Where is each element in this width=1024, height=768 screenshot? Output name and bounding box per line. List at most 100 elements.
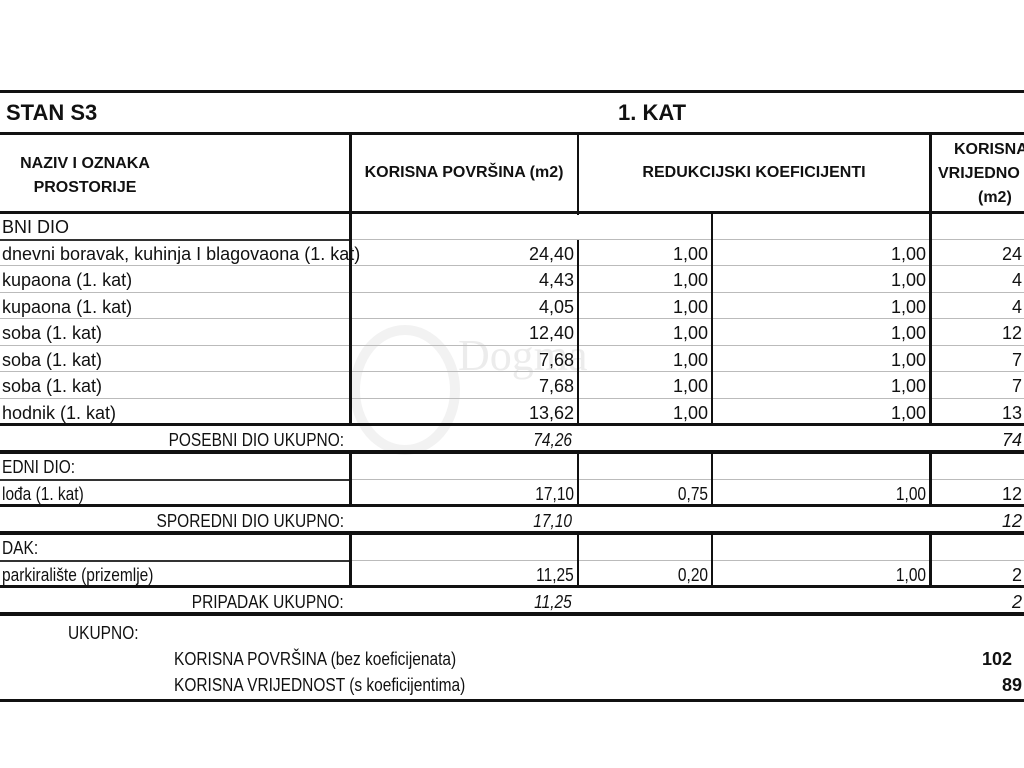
room-area: 7,68 — [538, 376, 574, 396]
section-total-label: POSEBNI DIO UKUPNO: — [168, 430, 344, 450]
row-rule — [0, 423, 1024, 426]
room-name: kupaona (1. kat) — [2, 270, 133, 290]
row-rule — [350, 238, 1024, 240]
header-value-line2: VRIJEDNO — [938, 165, 1020, 182]
room-area: 7,68 — [538, 349, 574, 370]
rule-section — [0, 612, 1024, 616]
col-rule — [349, 534, 352, 587]
coef-1: 1,00 — [672, 243, 708, 264]
coef-1: 1,00 — [672, 402, 708, 423]
room-value: 7 — [1012, 349, 1023, 370]
header-name: NAZIV I OZNAKA PROSTORIJE — [0, 152, 170, 200]
header-value-line3: (m2) — [978, 189, 1012, 206]
col-rule — [929, 453, 932, 506]
coef-1: 0,20 — [677, 564, 708, 585]
room-name: parkiralište (prizemlje) — [2, 564, 154, 585]
room-area: 4,05 — [538, 296, 574, 317]
header-value-line1: KORISNA — [954, 141, 1024, 158]
header-name-line1: NAZIV I OZNAKA — [20, 155, 150, 172]
room-name: dnevni boravak, kuhinja I blagovaona (1.… — [2, 243, 361, 264]
coef-2: 1,00 — [890, 296, 926, 317]
section-total-value: 12 — [1002, 511, 1023, 531]
col-rule — [929, 133, 932, 215]
room-name: lođa (1. kat) — [2, 483, 84, 504]
header-area: KORISNA POVRŠINA (m2) — [364, 164, 564, 181]
coef-2: 1,00 — [895, 483, 926, 504]
col-rule — [711, 453, 713, 506]
coef-2: 1,00 — [895, 564, 926, 585]
col-rule — [349, 133, 352, 215]
coef-1: 1,00 — [672, 376, 708, 396]
room-value: 7 — [1012, 376, 1023, 396]
col-rule — [929, 213, 932, 425]
section-total-label: SPOREDNI DIO UKUPNO: — [156, 511, 344, 531]
col-rule — [577, 239, 579, 425]
coef-2: 1,00 — [890, 349, 926, 370]
room-name: soba (1. kat) — [2, 376, 103, 396]
summary-value-label: KORISNA VRIJEDNOST (s koeficijentima) — [174, 675, 466, 695]
row-rule — [350, 478, 1024, 480]
row-rule — [0, 344, 1024, 346]
section-total-label: PRIPADAK UKUPNO: — [192, 592, 344, 612]
section-total-area: 11,25 — [534, 592, 572, 612]
section-label: EDNI DIO: — [2, 457, 76, 477]
section-total-area: 74,26 — [533, 430, 572, 450]
coef-1: 0,75 — [677, 483, 708, 504]
col-rule — [577, 453, 579, 480]
room-name: soba (1. kat) — [2, 349, 103, 370]
room-value: 2 — [1012, 564, 1023, 585]
rule-header — [0, 211, 1024, 214]
col-rule — [711, 534, 713, 587]
row-rule — [0, 504, 1024, 507]
rule-top — [0, 90, 1024, 93]
section-total-value: 74 — [1002, 430, 1023, 450]
room-value: 4 — [1012, 296, 1023, 317]
room-area: 11,25 — [536, 564, 574, 585]
room-area: 17,10 — [535, 483, 574, 504]
header-value: KORISNA VRIJEDNO (m2) — [938, 138, 1024, 210]
room-value: 4 — [1012, 270, 1023, 290]
room-value: 12 — [1002, 323, 1023, 343]
rule-section — [0, 531, 1024, 535]
col-rule — [577, 479, 579, 506]
section-label: BNI DIO — [2, 217, 70, 237]
col-rule — [349, 453, 352, 506]
row-rule — [350, 559, 1024, 561]
rule-title — [0, 132, 1024, 135]
row-rule — [0, 397, 1024, 399]
row-rule — [0, 238, 350, 241]
row-rule — [0, 559, 350, 562]
row-rule — [0, 291, 1024, 293]
room-area: 13,62 — [528, 402, 574, 423]
row-rule — [0, 585, 1024, 588]
summary-area-label: KORISNA POVRŠINA (bez koeficijenata) — [174, 649, 457, 669]
col-rule — [711, 213, 713, 425]
room-name: hodnik (1. kat) — [2, 402, 117, 423]
col-rule — [577, 133, 579, 215]
col-rule — [577, 560, 579, 587]
room-value: 13 — [1002, 402, 1023, 423]
summary-area-value: 102 — [982, 649, 1013, 669]
room-value: 24 — [1002, 243, 1023, 264]
room-area: 24,40 — [528, 243, 574, 264]
coef-2: 1,00 — [890, 376, 926, 396]
header-coef: REDUKCIJSKI KOEFICIJENTI — [642, 164, 866, 181]
section-label: DAK: — [2, 538, 39, 558]
coef-2: 1,00 — [890, 402, 926, 423]
coef-2: 1,00 — [890, 243, 926, 264]
row-rule — [0, 371, 1024, 372]
coef-2: 1,00 — [890, 323, 926, 343]
coef-1: 1,00 — [672, 296, 708, 317]
coef-1: 1,00 — [672, 270, 708, 290]
row-rule — [0, 478, 350, 481]
row-rule — [0, 318, 1024, 319]
summary-label: UKUPNO: — [68, 623, 139, 643]
apartment-title: STAN S3 — [6, 100, 98, 125]
coef-2: 1,00 — [890, 270, 926, 290]
room-name: kupaona (1. kat) — [2, 296, 133, 317]
col-rule — [577, 534, 579, 561]
coef-1: 1,00 — [672, 349, 708, 370]
coef-1: 1,00 — [672, 323, 708, 343]
rule-section — [0, 450, 1024, 454]
room-area: 4,43 — [538, 270, 574, 290]
